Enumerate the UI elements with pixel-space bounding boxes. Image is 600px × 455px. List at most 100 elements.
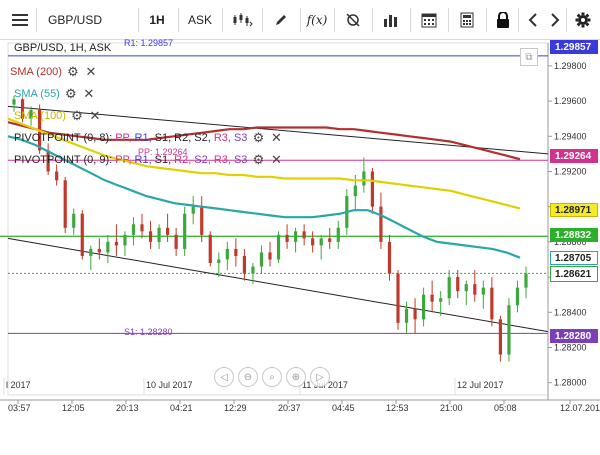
candlestick-icon[interactable] [228,7,258,33]
symbol-selector[interactable]: GBP/USD [42,7,130,33]
candle-body [200,206,204,235]
sma100-line [7,117,521,210]
calendar-icon[interactable] [414,7,444,33]
candle-body [251,266,255,274]
hamburger-icon[interactable] [6,7,34,33]
candle-body [131,224,136,235]
candle-body [370,171,374,207]
crosshair-off-icon[interactable] [338,7,368,33]
gear-icon[interactable] [570,7,596,33]
candle-body [430,294,434,302]
candle-body [302,231,306,239]
y-tick-label: 1.28000 [554,378,587,388]
timeframe-button[interactable]: 1H [142,7,172,33]
pivot-1-r2: R2, [174,132,192,144]
candle-body [473,284,477,295]
indicator-sma55[interactable]: SMA (55) ⚙ ✕ [14,86,96,102]
forward-icon[interactable]: ▷ [310,367,330,387]
close-icon[interactable]: ✕ [270,130,282,145]
x-tick-label: 04:21 [170,403,193,413]
candle-body [106,241,110,253]
candle-body [524,273,528,288]
date-label: l 2017 [6,380,31,390]
candle-body [387,241,392,274]
chart-title: GBP/USD, 1H, ASK [14,42,112,54]
indicator-pivot-1[interactable]: PIVOTPOINT (0, 8): PP, R1, S1, R2, S2, R… [14,130,283,146]
candle-body [157,227,161,242]
candle-body [89,248,93,256]
calculator-icon[interactable] [452,7,482,33]
candle-body [29,109,33,119]
trend-line [7,237,549,333]
price-tag-green: 1.28832 [550,228,598,242]
pivot-2-s3: S3 [233,154,248,166]
gear-icon[interactable]: ⚙ [67,64,79,79]
zoom-out-icon[interactable]: ⊖ [238,367,258,387]
candle-body [166,227,170,235]
candle-body [276,234,281,260]
candle-body [456,277,460,292]
x-tick-label: 20:37 [278,403,301,413]
y-tick-label: 1.29200 [554,166,587,176]
moving-averages [7,117,521,259]
x-tick-label: 12:29 [224,403,247,413]
popout-icon[interactable]: ⧉ [520,48,538,66]
gear-icon[interactable]: ⚙ [252,130,265,145]
back-icon[interactable]: ◁ [214,367,234,387]
indicator-pivot-2[interactable]: PIVOTPOINT (0, 9): PP, R1, S1, R2, S2, R… [14,152,283,168]
candle-body [234,248,238,256]
trend-line [7,105,549,155]
candle-body [72,213,76,228]
candle-body [55,171,59,181]
close-icon[interactable]: ✕ [270,152,282,167]
price-tag-pp: 1.29264 [550,149,598,163]
candles [12,95,528,362]
trend-lines [7,105,549,333]
candle-body [12,99,16,105]
pp-level-label: PP: 1.29264 [138,147,188,157]
x-tick-label: 21:00 [440,403,463,413]
x-tick-label: 12.07.2017 [560,403,600,413]
indicator-sma55-label: SMA (55) [14,88,60,100]
x-tick-label: 03:57 [8,403,31,413]
gear-icon[interactable]: ⚙ [65,86,77,101]
chart-nav-controls: ◁ ⊖ ⌕ ⊕ ▷ [214,367,330,387]
gear-icon[interactable]: ⚙ [71,108,83,123]
pencil-icon[interactable] [266,7,296,33]
pivot-1-s3: S3 [233,132,248,144]
x-tick-label: 12:53 [386,403,409,413]
candle-body [362,171,366,186]
pivot-1-name: PIVOTPOINT (0, 8): [14,132,113,144]
candle-body [481,287,485,295]
y-tick-label: 1.28400 [554,307,587,317]
pivot-1-s2: S2, [194,132,211,144]
indicator-sma100[interactable]: SMA (100) ⚙ ✕ [14,108,102,124]
close-icon[interactable]: ✕ [83,86,95,101]
candle-body [148,231,153,242]
chevron-left-icon[interactable] [522,7,544,33]
bar-chart-icon[interactable] [376,7,406,33]
zoom-in-icon[interactable]: ⊕ [286,367,306,387]
r1-level-label: R1: 1.29857 [124,38,174,48]
lock-icon[interactable] [490,7,516,33]
candle-body [123,234,127,246]
pivot-2-pp: PP, [115,154,132,166]
search-icon[interactable]: ⌕ [262,367,282,387]
candle-body [464,284,468,292]
price-side-button[interactable]: ASK [182,7,218,33]
indicator-sma200[interactable]: SMA (200) ⚙ ✕ [10,64,98,80]
close-icon[interactable]: ✕ [89,108,101,123]
candle-body [268,252,272,260]
candle-body [242,255,246,274]
candle-body [63,180,67,228]
indicators-button[interactable]: f(x) [304,7,330,33]
pivot-2-r2: R2, [174,154,192,166]
close-icon[interactable]: ✕ [85,64,97,79]
candle-body [422,294,426,320]
x-tick-label: 04:45 [332,403,355,413]
candle-body [404,308,409,323]
gear-icon[interactable]: ⚙ [252,152,265,167]
chevron-right-icon[interactable] [544,7,566,33]
candle-body [97,248,101,253]
candle-body [498,319,502,355]
